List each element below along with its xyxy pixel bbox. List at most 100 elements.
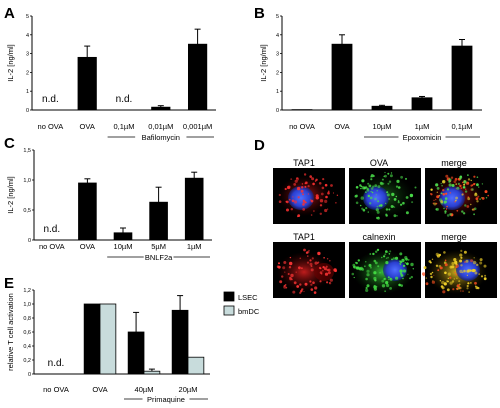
speckle-dot [450,176,454,179]
speckle-dot [325,195,328,199]
speckle-dot [430,193,433,196]
speckle-dot [436,191,438,193]
speckle-dot [472,260,477,265]
speckle-dot [466,205,470,208]
category-label: no OVA [39,242,65,251]
speckle-dot [327,208,329,210]
speckle-dot [375,208,379,212]
speckle-dot [391,192,395,197]
y-tick-label: 1,2 [23,288,31,294]
speckle-dot [469,269,472,272]
speckle-dot [382,182,385,185]
speckle-dot [484,274,487,277]
speckle-dot [381,279,385,283]
speckle-dot [361,186,366,190]
speckle-dot [369,202,372,205]
chart-a: 0 1 2 3 4 5 IL-2 [ng/ml] no OVA OVA 0,1µM 0,01µM 0,… [6,14,216,142]
speckle-dot [430,275,433,279]
y-tick-label: 0,4 [23,344,31,350]
category-label: 20µM [179,385,198,394]
annotation-label: n.d. [48,358,65,369]
speckle-dot [471,184,474,186]
speckle-dot [304,200,306,203]
speckle-dot [478,273,481,275]
speckle-dot [459,253,463,257]
speckle-dot [475,197,479,201]
speckle-dot [351,272,355,276]
speckle-dot [367,182,370,185]
speckle-dot [399,260,402,263]
speckle-dot [463,183,466,186]
speckle-dot [365,286,368,290]
speckle-dot [407,258,410,261]
speckle-dot [460,290,462,292]
speckle-dot [388,208,391,211]
y-tick-label: 3 [276,52,279,58]
category-label: 0,1µM [452,122,473,131]
micro-label-r1-c2: OVA [370,158,388,168]
speckle-dot [396,179,400,183]
micro-tile-r1-tap1 [273,168,345,224]
y-tick-label: 0 [276,108,279,114]
speckle-dot [467,282,470,285]
speckle-dot [447,272,451,276]
speckle-dot [328,282,332,285]
y-axis-label: relative T cell activation [6,293,15,371]
speckle-dot [435,264,439,267]
speckle-dot [464,261,466,263]
bar [171,309,189,375]
category-label: no OVA [43,385,69,394]
speckle-dot [355,261,358,265]
speckle-dot [480,275,484,278]
speckle-dot [359,184,362,187]
annotation-label: n.d. [42,94,59,105]
speckle-dot [368,184,372,188]
speckle-dot [373,271,377,275]
speckle-dot [310,268,314,272]
speckle-dot [355,186,359,189]
speckle-dot [305,181,308,184]
speckle-dot [375,285,378,288]
panel-label-c: C [4,135,15,152]
speckle-dot [410,275,413,279]
category-label: 0,001µM [183,122,212,131]
y-tick-label: 0 [28,238,31,244]
speckle-dot [487,194,490,197]
speckle-dot [319,280,322,283]
speckle-dot [370,178,373,181]
speckle-dot [425,282,429,286]
speckle-dot [444,259,447,262]
speckle-dot [375,194,377,196]
speckle-dot [327,271,331,275]
speckle-dot [467,269,471,273]
chart-e: 0 0,2 0,4 0,6 0,8 1,0 1,2 relative T cell activ… [6,288,260,404]
micro-label-r2-c1: TAP1 [293,232,315,242]
speckle-dot [306,261,310,264]
y-tick-label: 2 [276,70,279,76]
speckle-dot [352,263,356,267]
speckle-dot [285,286,288,289]
speckle-dot [301,183,304,185]
speckle-dot [437,269,440,272]
speckle-dot [310,214,313,216]
speckle-dot [440,285,444,288]
bar [451,45,473,111]
category-label: OVA [80,122,95,131]
speckle-dot [297,196,300,199]
speckle-dot [379,181,383,185]
speckle-dot [385,250,388,253]
speckle-dot [405,211,409,215]
speckle-dot [456,186,460,190]
speckle-dot [455,199,457,202]
bar [143,370,161,375]
speckle-dot [449,265,453,269]
speckle-dot [330,184,333,187]
speckle-dot [319,212,322,215]
speckle-dot [438,195,440,197]
y-tick-label: 2 [26,70,29,76]
speckle-dot [324,199,328,203]
speckle-dot [447,280,449,283]
speckle-dot [370,190,373,193]
speckle-dot [392,205,394,208]
